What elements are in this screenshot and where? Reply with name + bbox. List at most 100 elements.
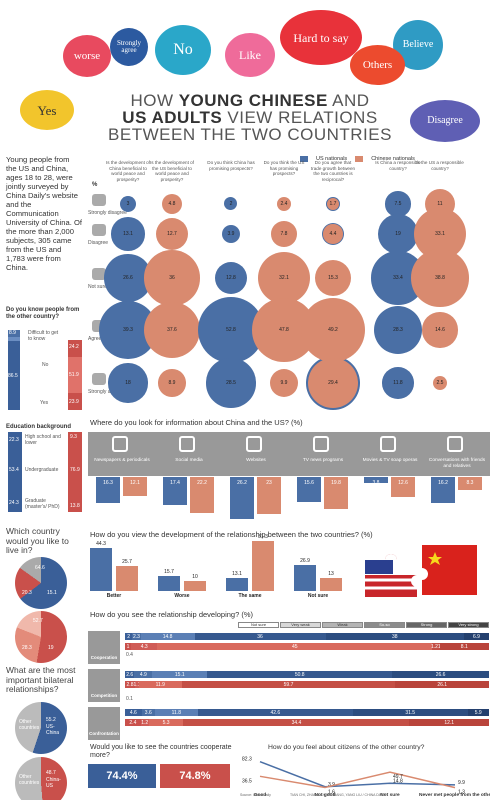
bubble-point: 36 [144,250,200,306]
edu-grad-label: Graduate (master's/ PhD) [25,498,60,510]
dev-segment: 11.8 [154,709,198,716]
live-china-us: 28.3 [22,645,32,651]
dev-segment: 38 [325,633,464,640]
bubble-point: 9.9 [269,368,299,398]
dev-segment: 31.5 [352,709,468,716]
bubble-point: 38.8 [411,249,469,307]
bubble-point: 18 [108,363,148,403]
view-category-label: Worse [174,593,190,599]
category-label: Conversations with friends and relatives [428,458,486,469]
info-bar-value: 26.2 [237,480,247,486]
view-category-label: Not sure [307,593,329,599]
know-china-no [68,357,82,393]
dev-segment: 2.4 [125,719,141,726]
dev-segment: 8.1 [439,643,489,650]
know-us-difficult-value: 8.9 [9,330,16,336]
feelings-chart: 82.3 3.9 14.8 9.9 36.5 1.6 49.7 1.3 Good Not good… [242,757,490,798]
bubble-point: 3.9 [221,224,241,244]
feelings-title: How do you feel about citizens of the ot… [268,744,425,751]
dev-segment: 11.9 [138,681,182,688]
bubble-point: 3 [120,196,136,212]
category-label: Newspapers & periodicals [94,458,150,463]
info-bar [458,477,482,491]
view-category-label: The same [238,593,262,599]
know-china-difficult-value: 24.2 [69,344,79,350]
education-chart: 22.3 53.4 24.3 9.3 76.9 13.8 High school… [8,432,82,512]
live-us-us: 64.6 [35,565,45,571]
know-china-no-value: 51.9 [69,372,79,378]
dev-segment: 2.6 [125,671,135,678]
info-bar-value: 12.6 [398,480,408,486]
know-us-yes-value: 86.5 [8,373,18,379]
cooperate-question: Would you like to see the countries coop… [90,744,232,759]
bilateral-us-value: 55.2 [46,717,56,723]
view-bar [252,540,274,591]
feelings-category-label: Good [254,792,267,798]
bilateral-question: What are the most important bilateral re… [6,665,76,694]
view-bar [226,578,248,591]
dev-segment: 26.6 [392,671,489,678]
bubble-point: 12.8 [214,261,248,295]
dev-segment: 4.3 [131,643,158,650]
feelings-line [259,760,456,788]
dev-segment: 3.6 [141,709,155,716]
info-bar [257,477,281,514]
level-legend: Not sure [238,622,279,628]
question-header: Do you think China has promising prospec… [207,160,255,171]
dev-segment: 45 [157,643,433,650]
question-header: Is the development of the US beneficial … [150,160,194,182]
feelings-point-value: 3.9 [328,782,335,788]
legend-us-label: US nationals [316,156,348,162]
bubble-point: 13.1 [111,217,145,251]
bubble-point: 15.3 [315,260,351,296]
live-china-other: 19 [48,645,54,651]
bubble-grid-ylabel: % [92,182,98,188]
info-bar-value: 17.4 [170,480,180,486]
bubble-point: 37.6 [143,301,201,359]
info-bar-value: 19.8 [331,480,341,486]
bubble-no: No [155,25,211,75]
view-bar-value: 13.1 [232,571,242,578]
info-bar [190,477,214,513]
view-bar-value: 10 [192,574,198,581]
dev-segment: 4.6 [125,709,142,716]
bubble-point: 26.6 [104,254,152,302]
category-label: Websites [246,458,266,463]
bubble-disagree: Disagree [410,100,480,142]
bubble-point: 7.5 [385,191,411,217]
level-legend: Weak [322,622,363,628]
row-label: Strongly agree [88,389,121,395]
question-header: Is the US a responsible country? [416,160,464,171]
know-us-yes [8,341,20,410]
bilateral-china-label: China-US [46,777,61,789]
feelings-category-label: Never met people from the othe [419,792,490,798]
feelings-point-value: 9.9 [458,780,465,786]
info-bar-value: 22.2 [197,480,207,486]
footer-source: Source: China Daily [240,793,271,797]
row-label: Disagree [88,240,109,246]
puzzle-flags-illustration [360,540,485,600]
edu-high-label: High school and lower [25,434,61,446]
level-legend: Very strong [448,622,489,628]
legend-us-swatch [300,156,308,162]
bilateral-china-pie [15,757,67,800]
bilateral-us-label: US-China [46,724,60,736]
view-bar-value: 44.3 [96,540,106,547]
bubble-point: 8.9 [158,369,186,397]
category-label: Cooperation [90,655,118,660]
edu-us-grad: 24.3 [9,500,19,506]
live-in-us-pie [15,557,67,609]
bubble-point: 2.5 [432,375,448,391]
edu-china-high: 9.3 [70,434,77,440]
edu-china-bar [68,432,82,512]
info-bar [163,477,187,505]
thumb-down-double-icon [92,194,106,206]
dev-segment: 50.8 [207,671,393,678]
dev-segment: 6.9 [463,633,489,640]
dev-segment: 36 [194,633,326,640]
cooperate-china-box: 74.8% [160,764,230,788]
info-sources-band [88,432,490,476]
bubble-point: 4.4 [323,224,343,244]
question-header: Is China a responsible country? [375,160,421,171]
feelings-point-value: 49.7 [393,774,403,780]
